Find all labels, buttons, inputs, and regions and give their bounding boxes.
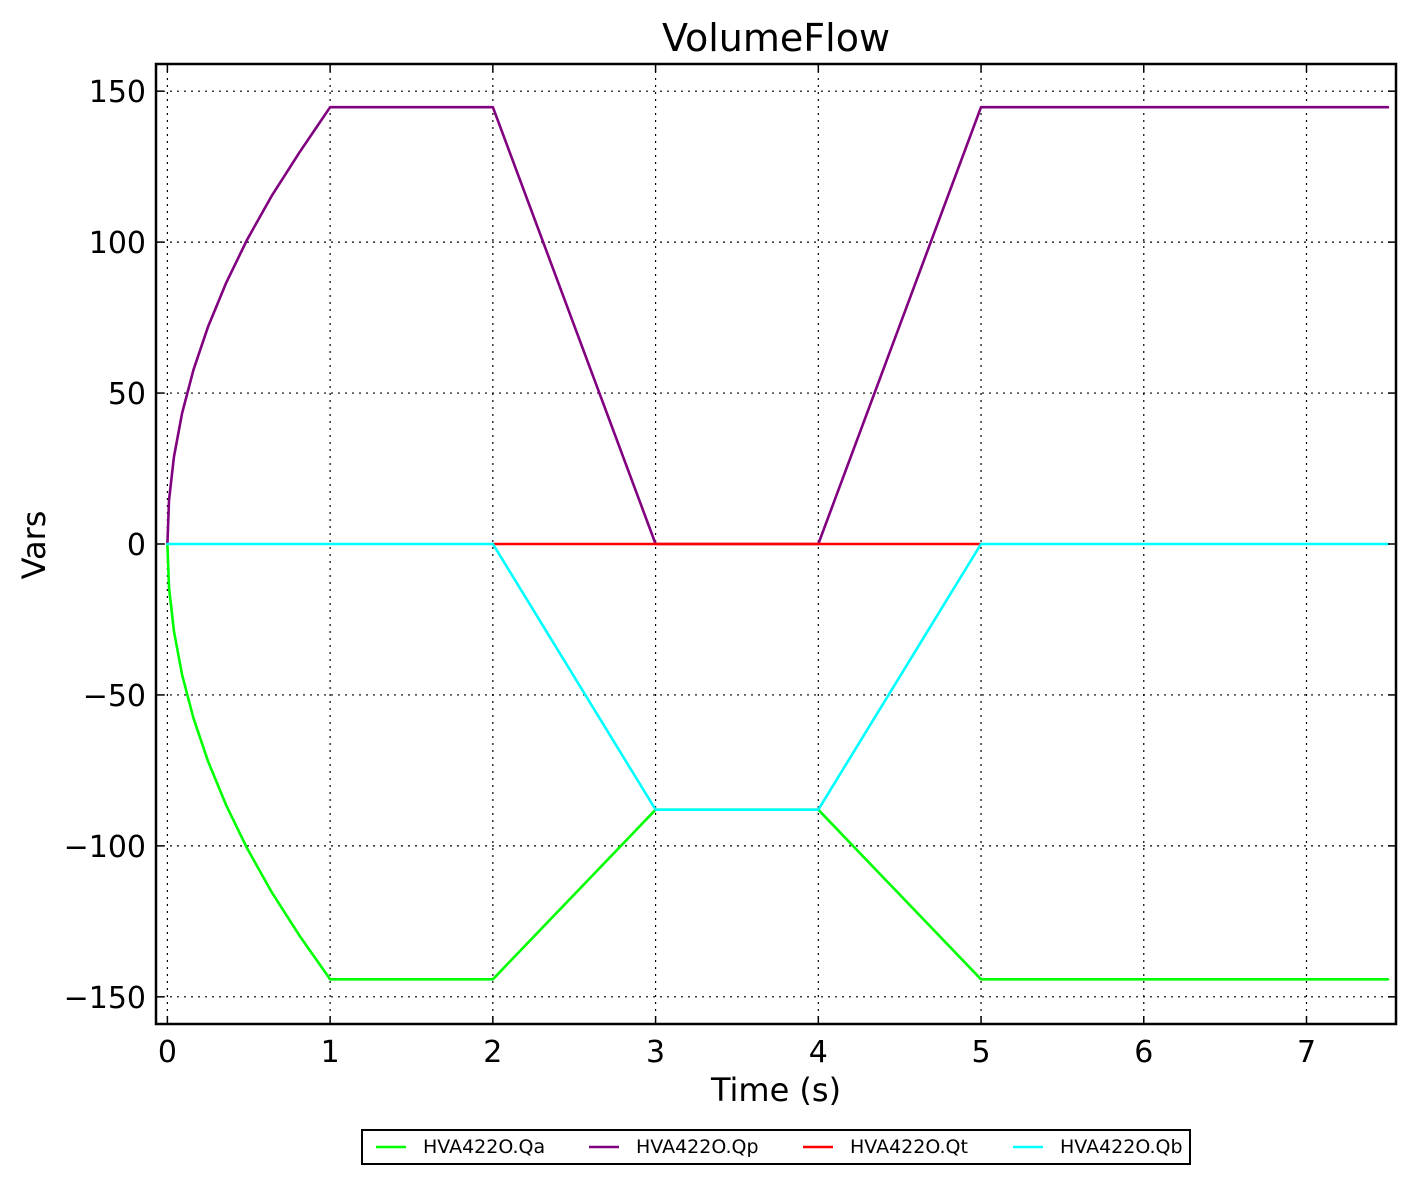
legend-label: HVA422O.Qp bbox=[636, 1136, 759, 1158]
legend: HVA422O.Qa HVA422O.Qp HVA422O.Qt HVA422O.Qb bbox=[361, 1129, 1191, 1165]
legend-label: HVA422O.Qa bbox=[423, 1136, 545, 1158]
y-tick-label: −50 bbox=[83, 679, 146, 714]
legend-label: HVA422O.Qb bbox=[1060, 1136, 1183, 1158]
x-tick-label: 3 bbox=[646, 1035, 665, 1070]
x-tick-label: 1 bbox=[321, 1035, 340, 1070]
x-tick-label: 0 bbox=[158, 1035, 177, 1070]
x-axis-label: Time (s) bbox=[710, 1071, 841, 1109]
legend-frame bbox=[361, 1129, 1191, 1165]
series-lines bbox=[166, 105, 1390, 981]
y-tick-label: 50 bbox=[108, 377, 146, 412]
x-tick-label: 2 bbox=[483, 1035, 502, 1070]
y-tick-label: 0 bbox=[127, 528, 146, 563]
x-tick-label: 7 bbox=[1297, 1035, 1316, 1070]
axis-ticks: 0 1 2 3 4 5 6 7 150 100 50 0 −50 −100 −150 bbox=[64, 64, 1396, 1070]
y-tick-label: 150 bbox=[89, 75, 146, 110]
y-tick-label: −100 bbox=[64, 830, 146, 865]
chart-title: VolumeFlow bbox=[662, 16, 890, 60]
x-tick-label: 4 bbox=[809, 1035, 828, 1070]
y-tick-label: −150 bbox=[64, 981, 146, 1016]
legend-label: HVA422O.Qt bbox=[850, 1136, 968, 1158]
x-tick-label: 6 bbox=[1134, 1035, 1153, 1070]
series-line-qb bbox=[166, 542, 1390, 812]
y-axis-label: Vars bbox=[15, 511, 53, 580]
x-tick-label: 5 bbox=[971, 1035, 990, 1070]
y-tick-label: 100 bbox=[89, 226, 146, 261]
grid-lines bbox=[156, 64, 1396, 1024]
